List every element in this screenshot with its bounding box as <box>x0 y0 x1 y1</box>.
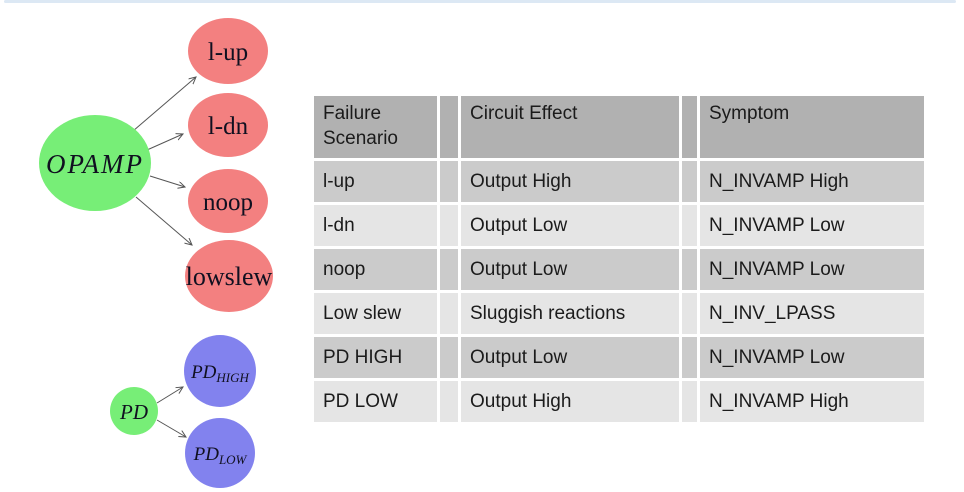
header-spacer-2 <box>682 96 697 158</box>
symptom-cell: N_INVAMP Low <box>700 205 924 246</box>
node-lowslew-ellipse <box>185 240 273 312</box>
node-pdlow-circle <box>185 418 255 488</box>
scenario-cell: Low slew <box>314 293 437 334</box>
edge-opamp-lup <box>132 77 196 132</box>
spacer-cell <box>440 293 458 334</box>
fault-tree-diagram: OPAMP l-up l-dn noop lowslew PD PDHIGH P… <box>39 18 273 488</box>
window-top-edge-highlight <box>4 0 956 3</box>
header-circuit-effect: Circuit Effect <box>461 96 679 158</box>
scenario-cell: noop <box>314 249 437 290</box>
symptom-cell: N_INVAMP High <box>700 381 924 422</box>
symptom-cell: N_INVAMP Low <box>700 337 924 378</box>
symptom-cell: N_INV_LPASS <box>700 293 924 334</box>
failure-scenario-table: Failure Scenario Circuit Effect Symptom … <box>311 93 927 425</box>
node-noop-label: noop <box>203 189 253 216</box>
node-ldn-label: l-dn <box>208 113 249 140</box>
table-row: noop Output Low N_INVAMP Low <box>314 249 924 290</box>
effect-cell: Output High <box>461 381 679 422</box>
node-pdhigh-label: PDHIGH <box>190 362 249 385</box>
spacer-cell <box>682 249 697 290</box>
table-row: PD LOW Output High N_INVAMP High <box>314 381 924 422</box>
edge-opamp-ldn <box>146 134 183 151</box>
effect-cell: Sluggish reactions <box>461 293 679 334</box>
effect-cell: Output Low <box>461 205 679 246</box>
spacer-cell <box>440 337 458 378</box>
table-row: l-up Output High N_INVAMP High <box>314 161 924 202</box>
symptom-cell: N_INVAMP High <box>700 161 924 202</box>
edge-opamp-lowslew <box>135 196 192 245</box>
scenario-cell: l-dn <box>314 205 437 246</box>
node-opamp-label: OPAMP <box>46 149 144 179</box>
node-noop-ellipse <box>188 169 268 233</box>
edge-pd-pdhigh <box>156 387 183 404</box>
node-pdhigh-label-main: PD <box>190 362 217 383</box>
effect-cell: Output High <box>461 161 679 202</box>
effect-cell: Output Low <box>461 249 679 290</box>
spacer-cell <box>682 205 697 246</box>
table-row: l-dn Output Low N_INVAMP Low <box>314 205 924 246</box>
node-pdhigh-label-sub: HIGH <box>215 370 249 385</box>
node-pdlow-label: PDLOW <box>193 444 248 467</box>
spacer-cell <box>440 249 458 290</box>
table-row: PD HIGH Output Low N_INVAMP Low <box>314 337 924 378</box>
spacer-cell <box>682 337 697 378</box>
opamp-tree-edges <box>132 77 196 245</box>
edge-opamp-noop <box>149 175 185 187</box>
node-opamp-ellipse <box>39 115 151 211</box>
header-spacer-1 <box>440 96 458 158</box>
node-ldn-ellipse <box>188 93 268 157</box>
spacer-cell <box>440 381 458 422</box>
spacer-cell <box>682 293 697 334</box>
header-symptom: Symptom <box>700 96 924 158</box>
header-failure-scenario: Failure Scenario <box>314 96 437 158</box>
node-pdlow-label-main: PD <box>193 444 220 465</box>
node-lup-label: l-up <box>208 39 248 66</box>
scenario-cell: l-up <box>314 161 437 202</box>
node-lup-ellipse <box>188 18 268 84</box>
scenario-cell: PD HIGH <box>314 337 437 378</box>
node-pdlow-label-sub: LOW <box>218 452 248 467</box>
node-pd-label: PD <box>119 400 148 424</box>
node-lowslew-label: lowslew <box>186 262 273 291</box>
table-header-row: Failure Scenario Circuit Effect Symptom <box>314 96 924 158</box>
spacer-cell <box>440 161 458 202</box>
node-pdhigh-circle <box>184 335 256 407</box>
edge-pd-pdlow <box>156 419 186 437</box>
node-pd-circle <box>110 387 158 435</box>
table-row: Low slew Sluggish reactions N_INV_LPASS <box>314 293 924 334</box>
pd-tree-edges <box>156 387 186 437</box>
spacer-cell <box>440 205 458 246</box>
spacer-cell <box>682 381 697 422</box>
effect-cell: Output Low <box>461 337 679 378</box>
scenario-cell: PD LOW <box>314 381 437 422</box>
spacer-cell <box>682 161 697 202</box>
symptom-cell: N_INVAMP Low <box>700 249 924 290</box>
